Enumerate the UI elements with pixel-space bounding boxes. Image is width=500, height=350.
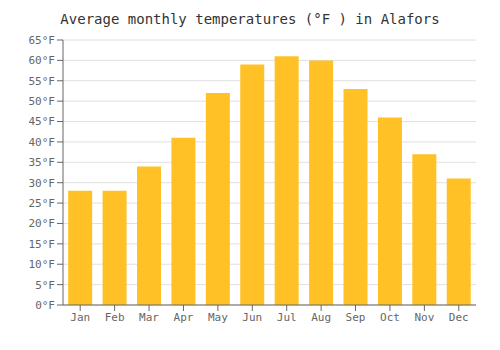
svg-text:5°F: 5°F xyxy=(35,279,55,292)
svg-text:0°F: 0°F xyxy=(35,299,55,312)
html-text:Average monthly temperatures (: Average monthly temperatures (°F ) in Al… xyxy=(60,11,440,27)
svg-text:Nov: Nov xyxy=(414,311,434,324)
svg-text:55°F: 55°F xyxy=(29,75,56,88)
svg-text:40°F: 40°F xyxy=(29,136,56,149)
svg-text:Jan: Jan xyxy=(70,311,90,324)
svg-text:Jul: Jul xyxy=(277,311,297,324)
svg-text:15°F: 15°F xyxy=(29,238,56,251)
svg-text:Aug: Aug xyxy=(311,311,331,324)
svg-text:25°F: 25°F xyxy=(29,197,56,210)
svg-text:Dec: Dec xyxy=(449,311,469,324)
svg-text:Jun: Jun xyxy=(242,311,262,324)
svg-text:Apr: Apr xyxy=(174,311,194,324)
svg-text:May: May xyxy=(208,311,228,324)
svg-text:65°F: 65°F xyxy=(29,34,56,47)
svg-text:20°F: 20°F xyxy=(29,217,56,230)
svg-text:60°F: 60°F xyxy=(29,54,56,67)
svg-text:30°F: 30°F xyxy=(29,177,56,190)
svg-text:50°F: 50°F xyxy=(29,95,56,108)
svg-text:35°F: 35°F xyxy=(29,156,56,169)
svg-text:Feb: Feb xyxy=(105,311,125,324)
svg-text:Sep: Sep xyxy=(346,311,366,324)
svg-text:10°F: 10°F xyxy=(29,258,56,271)
svg-text:Oct: Oct xyxy=(380,311,400,324)
svg-text:45°F: 45°F xyxy=(29,115,56,128)
svg-text:Mar: Mar xyxy=(139,311,159,324)
